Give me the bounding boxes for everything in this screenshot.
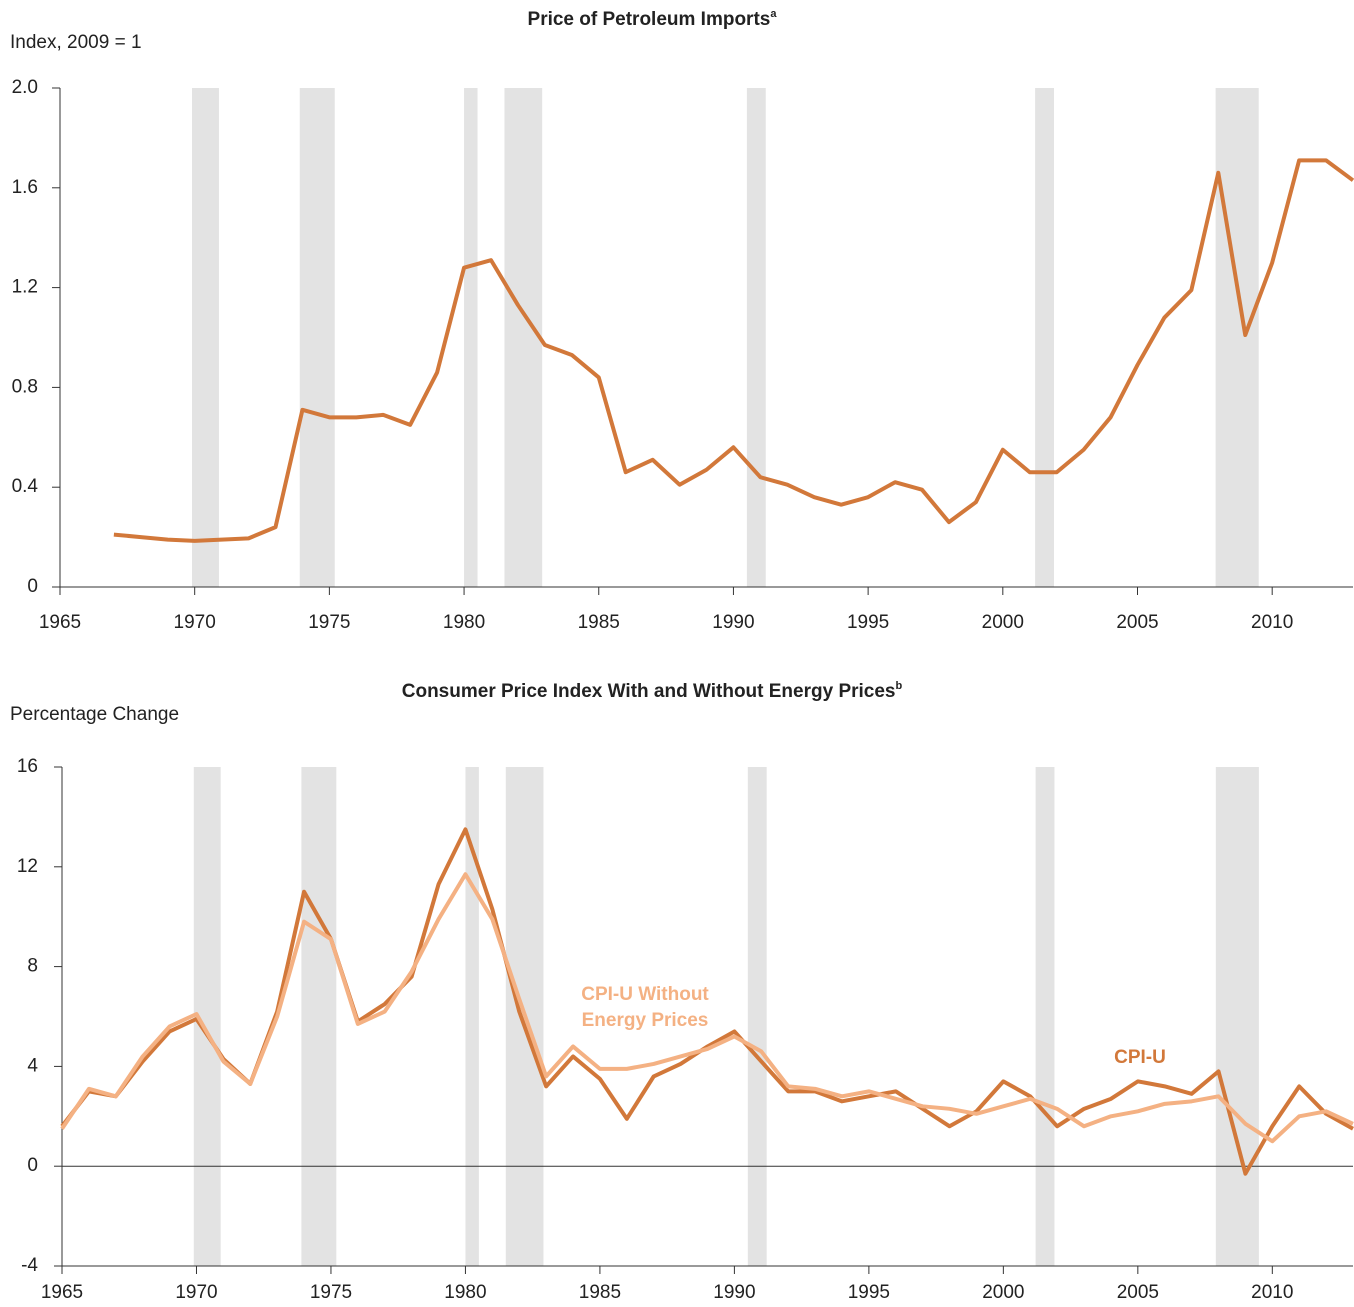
- series-label: CPI-U: [1114, 1047, 1166, 1068]
- x-tick-label: 1990: [712, 612, 754, 633]
- y-tick-label: 0: [27, 576, 38, 597]
- y-tick-label: 12: [17, 856, 38, 877]
- recession-shade: [746, 88, 766, 587]
- title-note: a: [770, 8, 777, 20]
- x-tick-label: 1975: [308, 612, 350, 633]
- y-tick-label: 16: [17, 756, 38, 777]
- x-tick-label: 1980: [444, 1282, 486, 1303]
- x-tick-label: 1985: [578, 612, 620, 633]
- y-tick-label: 0.4: [12, 476, 39, 497]
- x-tick-label: 2010: [1251, 1282, 1293, 1303]
- recession-shade: [299, 88, 335, 587]
- x-tick-label: 1990: [713, 1282, 755, 1303]
- x-tick-label: 2000: [982, 1282, 1024, 1303]
- y-axis-label: Index, 2009 = 1: [10, 32, 142, 53]
- y-axis-label: Percentage Change: [10, 704, 179, 725]
- y-tick-label: 0.8: [12, 376, 38, 397]
- x-tick-label: 2005: [1116, 612, 1158, 633]
- recession-shade: [1215, 767, 1259, 1266]
- recession-shade: [1215, 88, 1259, 587]
- x-tick-label: 2010: [1251, 612, 1293, 633]
- recession-shade: [191, 88, 219, 587]
- y-tick-label: -4: [21, 1255, 38, 1276]
- title-text: Price of Petroleum Imports: [528, 9, 771, 30]
- x-tick-label: 1995: [848, 1282, 890, 1303]
- x-tick-label: 2005: [1117, 1282, 1159, 1303]
- y-tick-label: 8: [27, 956, 38, 977]
- chart-title: Consumer Price Index With and Without En…: [402, 680, 903, 702]
- title-note: b: [896, 680, 903, 692]
- y-tick-label: 1.2: [12, 277, 38, 298]
- data-line: [60, 872, 1354, 1144]
- x-tick-label: 1975: [310, 1282, 352, 1303]
- x-tick-label: 1980: [443, 612, 485, 633]
- series-label: CPI-U Without Energy Prices: [581, 984, 709, 1031]
- y-tick-label: 0: [27, 1155, 38, 1176]
- data-line: [113, 158, 1354, 543]
- recession-shade: [301, 767, 337, 1266]
- x-tick-label: 1970: [174, 612, 216, 633]
- x-tick-label: 1985: [579, 1282, 621, 1303]
- recession-shade: [747, 767, 767, 1266]
- recession-shade: [1035, 88, 1054, 587]
- y-tick-label: 2.0: [12, 77, 38, 98]
- recession-shade: [1035, 767, 1055, 1266]
- x-tick-label: 1965: [41, 1282, 83, 1303]
- recession-shade: [504, 88, 543, 587]
- x-tick-label: 1970: [175, 1282, 217, 1303]
- x-tick-label: 1995: [847, 612, 889, 633]
- title-text: Consumer Price Index With and Without En…: [402, 681, 896, 702]
- recession-shade: [465, 767, 479, 1266]
- y-tick-label: 1.6: [12, 177, 38, 198]
- x-tick-label: 1965: [39, 612, 81, 633]
- recession-shade: [464, 88, 478, 587]
- y-tick-label: 4: [27, 1055, 38, 1076]
- chart-title: Price of Petroleum Importsa: [528, 8, 778, 30]
- x-tick-label: 2000: [982, 612, 1024, 633]
